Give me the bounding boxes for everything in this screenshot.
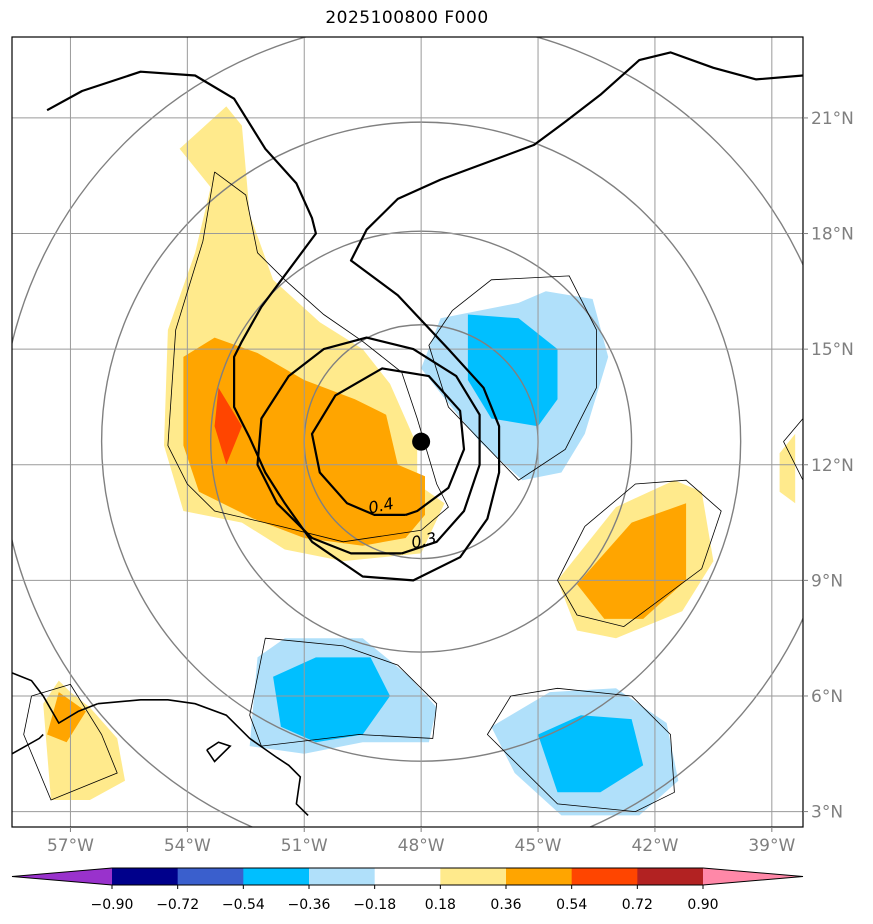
contour-label: 0.3	[409, 528, 438, 552]
lon-tick-label: 45°W	[515, 836, 562, 856]
lon-tick-label: 51°W	[281, 836, 328, 856]
lat-tick-label: 15°N	[811, 340, 854, 360]
lat-tick-label: 21°N	[811, 109, 854, 129]
coastline-1	[12, 672, 98, 725]
lon-tick-label: 48°W	[398, 836, 445, 856]
shaded-region-7	[779, 433, 796, 504]
thin-outline-3	[249, 637, 438, 747]
shaded-region-4	[577, 503, 687, 619]
thin-outline-1	[428, 275, 597, 481]
gridlines	[12, 37, 803, 827]
colorbar-tick-label: 0.72	[622, 897, 653, 913]
contour-line-0	[256, 336, 481, 555]
colorbar-tick-label: 0.54	[556, 897, 587, 913]
lon-tick-label: 54°W	[164, 836, 211, 856]
map-frame	[11, 36, 804, 828]
thin-outline-0	[167, 171, 449, 543]
colorbar-segment	[440, 868, 507, 885]
colorbar-extend-high	[703, 868, 803, 885]
colorbar-tick-label: 0.90	[687, 897, 718, 913]
colorbar: −0.90 −0.72 −0.54 −0.36 −0.18 0.18 0.36 0.54 0.7…	[11, 867, 804, 913]
coastlines	[12, 672, 309, 816]
lat-tick-label: 6°N	[811, 687, 843, 707]
colorbar-segment	[177, 868, 244, 885]
colorbar-segment	[374, 868, 441, 885]
colorbar-segment	[637, 868, 704, 885]
lon-tick-label: 39°W	[748, 836, 795, 856]
colorbar-segment	[309, 868, 376, 885]
lat-tick-label: 12°N	[811, 456, 854, 476]
coastline-2	[12, 733, 44, 755]
shaded-region-6	[47, 692, 86, 743]
lon-tick-label: 42°W	[631, 836, 678, 856]
thin-outline-5	[23, 683, 118, 801]
colorbar-tick-label: 0.36	[490, 897, 521, 913]
colorbar-tick-label: −0.72	[156, 897, 199, 913]
coastline-0	[97, 698, 309, 816]
coastline-3	[206, 741, 232, 763]
shaded-region-9	[467, 314, 558, 427]
shaded-region-11	[273, 657, 390, 743]
colorbar-tick-label: −0.18	[353, 897, 396, 913]
colorbar-tick-label: −0.54	[222, 897, 265, 913]
colorbar-segment	[571, 868, 638, 885]
colorbar-segment	[112, 868, 179, 885]
thin-outline-2	[557, 479, 722, 628]
colorbar-extend-low	[12, 868, 112, 885]
lon-tick-label: 57°W	[47, 836, 94, 856]
colorbar-tick-label: −0.36	[288, 897, 331, 913]
lat-tick-label: 9°N	[811, 571, 843, 591]
thin-outline-4	[486, 687, 675, 813]
contours: 0.4 0.3	[46, 51, 803, 582]
colorbar-tick-label: 0.18	[425, 897, 456, 913]
thin-outlines	[23, 171, 803, 813]
colorbar-segment	[506, 868, 573, 885]
thin-outline-6	[783, 417, 803, 481]
axis-ticks: 57°W 54°W 51°W 48°W 45°W 42°W 39°W 3°N 6°N 9°N 12°…	[47, 109, 854, 856]
lat-tick-label: 3°N	[811, 803, 843, 823]
storm-center-marker	[412, 432, 431, 451]
contour-line-2	[46, 51, 803, 582]
shaded-region-13	[538, 715, 644, 793]
shaded-region-2	[214, 387, 242, 465]
colorbar-segment	[243, 868, 310, 885]
markers	[412, 432, 431, 451]
chart-title: 2025100800 F000	[325, 8, 489, 28]
contour-line-1	[310, 367, 466, 517]
lat-tick-label: 18°N	[811, 225, 854, 245]
contour-label: 0.4	[367, 494, 396, 518]
colorbar-tick-label: −0.90	[91, 897, 134, 913]
